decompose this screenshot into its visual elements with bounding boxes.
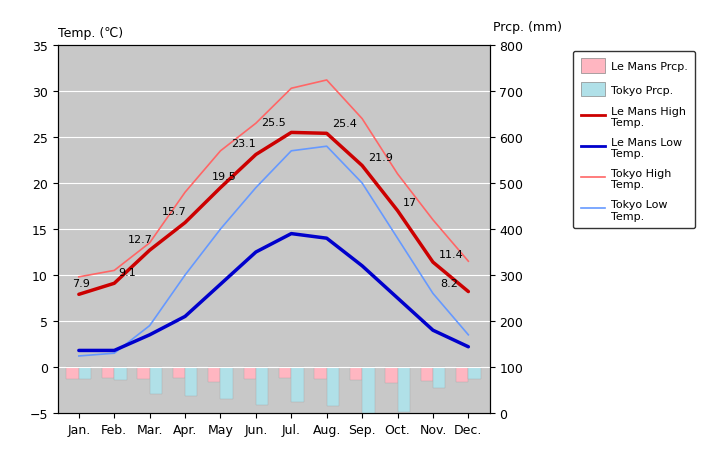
Bar <box>385 367 397 383</box>
Legend: Le Mans Prcp., Tokyo Prcp., Le Mans High
Temp., Le Mans Low
Temp., Tokyo High
Te: Le Mans Prcp., Tokyo Prcp., Le Mans High… <box>573 51 696 229</box>
Bar <box>243 367 256 379</box>
Text: 11.4: 11.4 <box>438 249 463 259</box>
Bar <box>362 367 374 415</box>
Bar <box>66 367 79 380</box>
Bar <box>397 367 410 412</box>
Bar <box>185 367 197 396</box>
Bar <box>220 367 233 398</box>
Bar <box>150 367 162 394</box>
Text: 17: 17 <box>403 198 417 207</box>
Bar <box>102 367 114 378</box>
Text: 8.2: 8.2 <box>441 279 459 288</box>
Bar <box>315 367 327 379</box>
Bar <box>327 367 339 406</box>
Bar <box>279 367 292 378</box>
Bar <box>433 367 446 388</box>
Bar <box>208 367 220 382</box>
Text: 25.5: 25.5 <box>261 118 286 128</box>
Text: 7.9: 7.9 <box>72 278 90 288</box>
Text: 23.1: 23.1 <box>231 139 256 149</box>
Text: 9.1: 9.1 <box>118 267 136 277</box>
Text: 15.7: 15.7 <box>161 207 186 217</box>
Text: Prcp. (mm): Prcp. (mm) <box>493 22 562 34</box>
Bar <box>292 367 304 403</box>
Text: 19.5: 19.5 <box>212 172 237 182</box>
Text: 25.4: 25.4 <box>332 119 357 129</box>
Bar <box>256 367 269 406</box>
Bar <box>114 367 127 380</box>
Bar <box>173 367 185 378</box>
Bar <box>456 367 468 382</box>
Bar <box>468 367 481 379</box>
Text: 21.9: 21.9 <box>368 153 392 162</box>
Bar <box>138 367 150 379</box>
Bar <box>79 367 91 379</box>
Bar <box>420 367 433 381</box>
Bar <box>350 367 362 380</box>
Text: 12.7: 12.7 <box>127 234 153 244</box>
Text: Temp. (℃): Temp. (℃) <box>58 28 122 40</box>
